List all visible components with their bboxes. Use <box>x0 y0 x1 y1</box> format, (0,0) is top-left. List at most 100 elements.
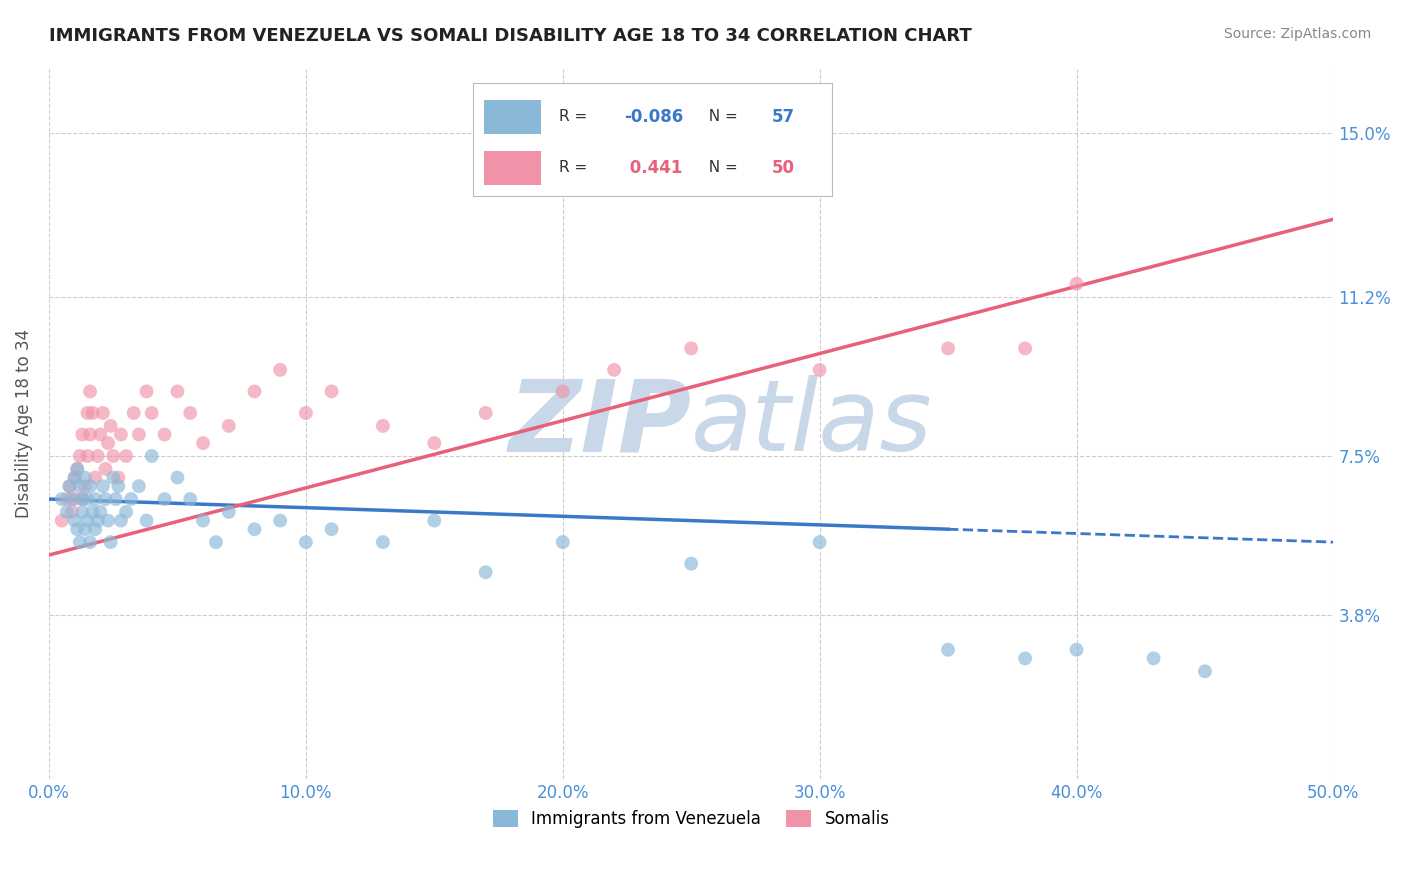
Point <box>87 514 110 528</box>
Point <box>63 514 86 528</box>
Point <box>243 522 266 536</box>
Point <box>94 491 117 506</box>
Point <box>551 535 574 549</box>
Point <box>100 418 122 433</box>
Point <box>153 427 176 442</box>
Point <box>295 535 318 549</box>
Point <box>91 406 114 420</box>
Point <box>128 427 150 442</box>
Point <box>91 479 114 493</box>
Point <box>321 522 343 536</box>
Point <box>1014 651 1036 665</box>
Point <box>79 384 101 399</box>
Point <box>72 427 94 442</box>
Point <box>69 449 91 463</box>
Y-axis label: Disability Age 18 to 34: Disability Age 18 to 34 <box>15 329 32 518</box>
Point <box>66 462 89 476</box>
Point <box>89 427 111 442</box>
Point <box>110 427 132 442</box>
Point <box>63 470 86 484</box>
Point <box>51 514 73 528</box>
Point <box>218 505 240 519</box>
Point <box>51 491 73 506</box>
Point <box>87 449 110 463</box>
Point <box>63 470 86 484</box>
Point <box>89 505 111 519</box>
Point <box>72 505 94 519</box>
Point <box>84 491 107 506</box>
Point <box>166 384 188 399</box>
Point <box>153 491 176 506</box>
Text: Source: ZipAtlas.com: Source: ZipAtlas.com <box>1223 27 1371 41</box>
Point <box>141 449 163 463</box>
Point <box>179 406 201 420</box>
Point <box>371 418 394 433</box>
Point <box>82 406 104 420</box>
Point <box>115 505 138 519</box>
Point <box>66 522 89 536</box>
Point <box>76 449 98 463</box>
Point <box>72 491 94 506</box>
Point <box>107 479 129 493</box>
Point <box>115 449 138 463</box>
Point <box>269 514 291 528</box>
Point <box>60 491 83 506</box>
Point <box>551 384 574 399</box>
Point <box>84 522 107 536</box>
Point <box>76 406 98 420</box>
Point <box>191 436 214 450</box>
Point <box>69 535 91 549</box>
Point <box>66 462 89 476</box>
Point <box>423 436 446 450</box>
Text: IMMIGRANTS FROM VENEZUELA VS SOMALI DISABILITY AGE 18 TO 34 CORRELATION CHART: IMMIGRANTS FROM VENEZUELA VS SOMALI DISA… <box>49 27 972 45</box>
Point <box>603 363 626 377</box>
Point <box>321 384 343 399</box>
Point <box>120 491 142 506</box>
Point <box>76 491 98 506</box>
Point <box>269 363 291 377</box>
Point <box>808 535 831 549</box>
Point <box>73 479 96 493</box>
Point <box>104 491 127 506</box>
Point <box>936 642 959 657</box>
Point <box>681 557 703 571</box>
Point <box>808 363 831 377</box>
Point <box>1066 642 1088 657</box>
Point <box>100 535 122 549</box>
Point <box>79 479 101 493</box>
Point <box>73 470 96 484</box>
Point <box>97 514 120 528</box>
Point <box>107 470 129 484</box>
Point <box>179 491 201 506</box>
Point <box>1066 277 1088 291</box>
Point <box>135 384 157 399</box>
Point <box>141 406 163 420</box>
Point <box>128 479 150 493</box>
Point <box>60 505 83 519</box>
Point <box>218 418 240 433</box>
Point <box>97 436 120 450</box>
Point <box>243 384 266 399</box>
Point <box>371 535 394 549</box>
Point <box>474 406 496 420</box>
Point <box>94 462 117 476</box>
Point <box>191 514 214 528</box>
Point <box>135 514 157 528</box>
Point <box>58 479 80 493</box>
Point <box>69 479 91 493</box>
Point <box>110 514 132 528</box>
Point <box>79 535 101 549</box>
Text: atlas: atlas <box>692 376 932 472</box>
Point <box>166 470 188 484</box>
Point <box>76 514 98 528</box>
Point <box>1142 651 1164 665</box>
Point <box>72 491 94 506</box>
Legend: Immigrants from Venezuela, Somalis: Immigrants from Venezuela, Somalis <box>486 803 896 835</box>
Text: ZIP: ZIP <box>508 376 692 472</box>
Point <box>82 505 104 519</box>
Point <box>474 566 496 580</box>
Point <box>122 406 145 420</box>
Point <box>56 491 79 506</box>
Point <box>58 479 80 493</box>
Point <box>56 505 79 519</box>
